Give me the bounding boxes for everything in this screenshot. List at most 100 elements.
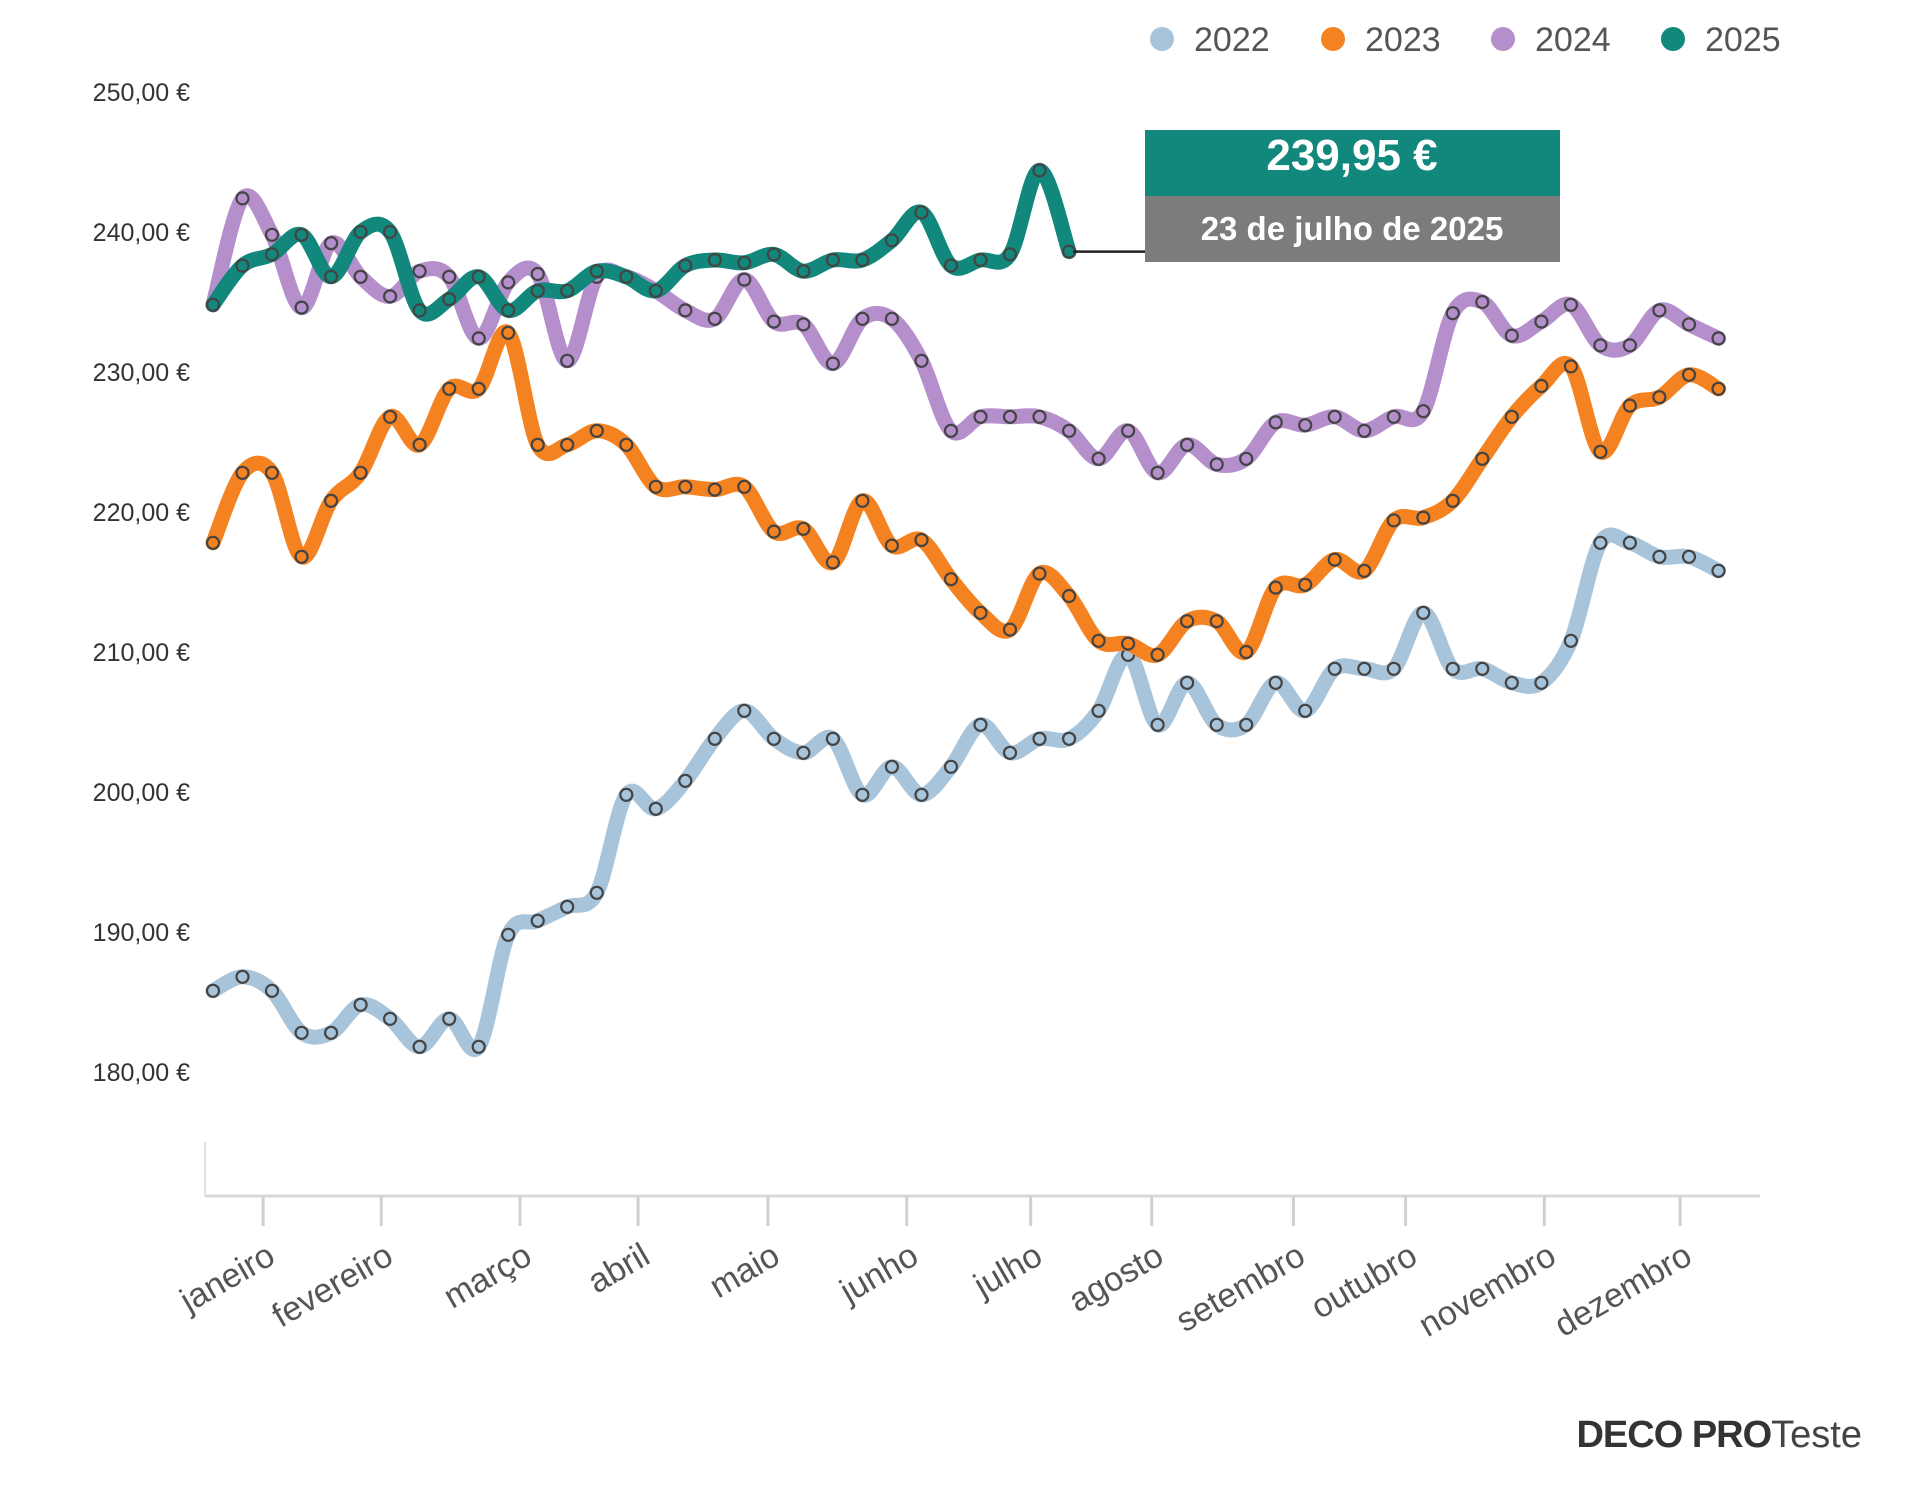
- data-point-2024[interactable]: [501, 275, 516, 290]
- data-point-2024[interactable]: [264, 227, 280, 242]
- data-point-2022[interactable]: [589, 885, 604, 900]
- data-point-2023[interactable]: [1681, 367, 1697, 382]
- data-point-2023[interactable]: [796, 521, 811, 536]
- data-point-2022[interactable]: [737, 703, 752, 718]
- data-point-2023[interactable]: [1209, 614, 1224, 629]
- data-point-2022[interactable]: [1681, 549, 1697, 564]
- data-point-2024[interactable]: [1711, 331, 1726, 346]
- data-point-2023[interactable]: [442, 381, 457, 396]
- data-point-2024[interactable]: [1681, 317, 1697, 332]
- data-point-2022[interactable]: [855, 787, 870, 802]
- legend-swatch-2022[interactable]: [1150, 27, 1174, 51]
- data-point-2023[interactable]: [707, 482, 722, 497]
- data-point-2024[interactable]: [766, 314, 782, 329]
- data-point-2024[interactable]: [442, 269, 457, 284]
- data-point-2022[interactable]: [884, 759, 900, 774]
- data-point-2024[interactable]: [1445, 306, 1460, 321]
- data-point-2022[interactable]: [442, 1011, 457, 1026]
- data-point-2025[interactable]: [324, 269, 339, 284]
- data-point-2024[interactable]: [884, 311, 900, 326]
- data-point-2022[interactable]: [560, 899, 575, 914]
- data-point-2023[interactable]: [1239, 644, 1254, 660]
- data-point-2023[interactable]: [1298, 577, 1313, 592]
- data-point-2022[interactable]: [471, 1039, 486, 1054]
- data-point-2024[interactable]: [1091, 451, 1106, 466]
- data-point-2022[interactable]: [1711, 563, 1726, 578]
- data-point-2022[interactable]: [1061, 731, 1077, 746]
- data-point-2023[interactable]: [825, 555, 841, 570]
- data-point-2024[interactable]: [796, 317, 811, 332]
- data-point-2022[interactable]: [205, 983, 221, 998]
- data-point-2022[interactable]: [1504, 675, 1519, 690]
- data-point-2023[interactable]: [1150, 647, 1165, 662]
- data-point-2024[interactable]: [1327, 409, 1342, 424]
- data-point-2023[interactable]: [943, 572, 959, 587]
- data-point-2023[interactable]: [678, 479, 693, 494]
- data-point-2024[interactable]: [324, 236, 339, 251]
- data-point-2022[interactable]: [1091, 703, 1106, 718]
- data-point-2022[interactable]: [1652, 549, 1667, 564]
- data-point-2022[interactable]: [914, 787, 929, 802]
- data-point-2023[interactable]: [235, 465, 250, 480]
- data-point-2022[interactable]: [294, 1025, 309, 1040]
- data-point-2023[interactable]: [1268, 580, 1283, 595]
- data-point-2025[interactable]: [678, 258, 693, 273]
- data-point-2022[interactable]: [501, 927, 516, 942]
- data-point-2022[interactable]: [766, 731, 782, 746]
- data-point-2023[interactable]: [648, 479, 663, 494]
- data-point-2022[interactable]: [324, 1025, 339, 1040]
- data-point-2023[interactable]: [884, 538, 900, 553]
- data-point-2022[interactable]: [1209, 717, 1224, 732]
- legend-label-2023[interactable]: 2023: [1365, 21, 1441, 59]
- data-point-2025[interactable]: [855, 252, 870, 268]
- data-point-2024[interactable]: [1622, 338, 1638, 353]
- data-point-2025[interactable]: [530, 283, 545, 298]
- data-point-2024[interactable]: [1150, 465, 1165, 480]
- data-point-2023[interactable]: [1593, 444, 1608, 459]
- data-point-2024[interactable]: [560, 353, 575, 368]
- data-point-2022[interactable]: [1239, 717, 1254, 732]
- data-point-2023[interactable]: [973, 605, 988, 620]
- data-point-2024[interactable]: [1534, 314, 1549, 329]
- data-point-2023[interactable]: [1061, 588, 1077, 604]
- data-point-2025[interactable]: [589, 264, 604, 279]
- data-point-2025[interactable]: [766, 247, 782, 262]
- data-point-2024[interactable]: [1179, 437, 1195, 452]
- data-point-2022[interactable]: [264, 983, 280, 998]
- data-point-2024[interactable]: [1416, 404, 1431, 419]
- data-point-2022[interactable]: [1416, 605, 1431, 620]
- data-point-2023[interactable]: [619, 437, 634, 452]
- data-point-2024[interactable]: [1298, 418, 1313, 433]
- data-point-2024[interactable]: [383, 289, 398, 304]
- data-point-2022[interactable]: [1150, 717, 1165, 732]
- data-point-2022[interactable]: [1622, 535, 1638, 550]
- data-point-2024[interactable]: [471, 331, 486, 346]
- data-point-2022[interactable]: [825, 731, 841, 746]
- data-point-2023[interactable]: [737, 479, 752, 494]
- data-point-2022[interactable]: [1327, 661, 1342, 676]
- data-point-2024[interactable]: [737, 272, 752, 287]
- data-point-2023[interactable]: [1504, 409, 1519, 424]
- data-point-2022[interactable]: [943, 759, 959, 774]
- data-point-2022[interactable]: [1563, 633, 1579, 648]
- data-point-2024[interactable]: [1268, 415, 1283, 430]
- data-point-2022[interactable]: [353, 997, 368, 1012]
- data-point-2024[interactable]: [353, 269, 368, 284]
- data-point-2023[interactable]: [855, 493, 870, 508]
- data-point-2025[interactable]: [264, 247, 280, 262]
- data-point-2024[interactable]: [235, 191, 250, 206]
- legend-swatch-2023[interactable]: [1321, 27, 1345, 51]
- data-point-2022[interactable]: [530, 913, 545, 928]
- data-point-2024[interactable]: [1032, 409, 1047, 424]
- data-point-2023[interactable]: [383, 409, 398, 424]
- data-point-2024[interactable]: [855, 311, 870, 326]
- data-point-2023[interactable]: [501, 325, 516, 340]
- data-point-2023[interactable]: [1120, 636, 1136, 651]
- data-point-2023[interactable]: [1445, 493, 1460, 508]
- data-point-2023[interactable]: [294, 549, 309, 564]
- data-point-2023[interactable]: [1002, 622, 1018, 637]
- data-point-2024[interactable]: [1563, 297, 1579, 312]
- data-point-2023[interactable]: [914, 532, 929, 548]
- data-point-2022[interactable]: [1298, 703, 1313, 718]
- legend-label-2022[interactable]: 2022: [1194, 21, 1270, 59]
